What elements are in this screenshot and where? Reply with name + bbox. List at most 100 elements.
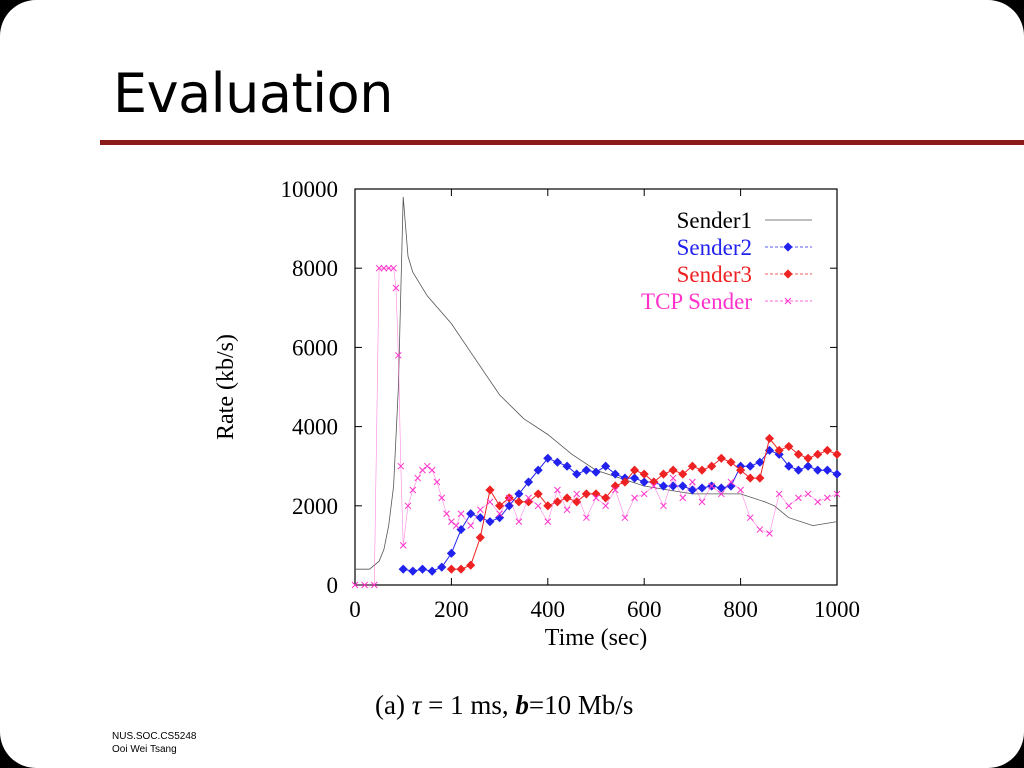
sender3-point <box>629 465 640 475</box>
tcp-sender-point <box>351 581 359 589</box>
tcp-sender-point <box>515 518 523 525</box>
caption-b: b <box>515 690 529 720</box>
sender2-point <box>716 483 726 493</box>
sender3-point <box>822 445 832 455</box>
tcp-sender-point <box>583 514 590 522</box>
sender3-point <box>552 497 563 507</box>
sender3-point <box>726 457 736 467</box>
x-axis-label: Time (sec) <box>545 625 647 651</box>
y-tick-label: 6000 <box>292 335 338 360</box>
tcp-sender-point <box>525 494 532 502</box>
tcp-sender-point <box>611 486 619 494</box>
sender2-point <box>437 562 447 572</box>
sender3-point <box>793 449 804 459</box>
tcp-sender-point <box>775 490 783 498</box>
sender2-point <box>813 465 823 475</box>
sender2-point <box>398 564 408 574</box>
tcp-sender-point <box>423 462 431 470</box>
tcp-sender-point <box>380 264 388 272</box>
tcp-sender-point <box>554 486 561 494</box>
x-tick-label: 0 <box>349 597 361 622</box>
tcp-sender-point <box>404 502 412 510</box>
sender2-point <box>658 481 669 491</box>
tcp-sender-point <box>660 502 667 510</box>
sender3-point <box>784 441 794 451</box>
sender3-point <box>803 453 813 463</box>
tcp-sender-point <box>395 351 402 359</box>
sender2-point <box>552 457 563 467</box>
sender2-point <box>803 461 813 471</box>
tcp-sender-point <box>397 462 405 470</box>
tcp-sender-point <box>795 494 802 502</box>
y-tick-label: 2000 <box>292 494 338 519</box>
tcp-sender-point <box>746 514 754 522</box>
sender2-point <box>697 483 707 493</box>
tcp-sender-point <box>563 506 571 514</box>
sender2-point <box>793 465 804 475</box>
tcp-sender-point <box>438 494 446 502</box>
legend-label-sender1: Sender1 <box>677 208 752 233</box>
legend-marker-sender2 <box>783 242 793 252</box>
sender1-line <box>355 196 838 570</box>
tcp-sender-point <box>689 478 696 486</box>
tcp-sender-point <box>452 522 460 529</box>
sender3-point <box>601 493 611 503</box>
legend-label-sender2: Sender2 <box>677 235 752 260</box>
x-tick-label: 1000 <box>814 597 860 622</box>
tcp-sender-point <box>534 502 542 510</box>
sender3-point <box>832 449 842 459</box>
sender3-point <box>668 465 678 475</box>
sender3-point <box>620 477 630 487</box>
sender2-point <box>610 469 620 479</box>
sender3-point <box>475 532 485 543</box>
sender3-point <box>562 493 572 503</box>
tcp-sender-point <box>486 498 494 506</box>
tcp-sender-point <box>717 490 725 498</box>
tcp-sender-point <box>419 466 426 474</box>
y-axis-label: Rate (kb/s) <box>213 334 239 440</box>
sender2-point <box>533 465 543 475</box>
sender2-point <box>832 469 842 479</box>
tcp-sender-point <box>428 466 436 474</box>
slide-title: Evaluation <box>113 62 393 125</box>
sender2-point <box>446 548 456 558</box>
legend-label-tcp-sender: TCP Sender <box>641 289 752 314</box>
sender2-point <box>572 469 582 479</box>
sender3-point <box>591 489 601 499</box>
legend-label-sender3: Sender3 <box>677 262 752 287</box>
sender2-point <box>822 465 832 475</box>
sender2-point <box>543 453 553 463</box>
tcp-sender-point <box>650 482 658 490</box>
tcp-sender-point <box>505 494 513 502</box>
tcp-sender-point <box>631 494 638 502</box>
sender3-point <box>543 501 553 511</box>
sender2-line <box>403 449 838 572</box>
sender3-point <box>533 489 543 499</box>
tcp-sender-point <box>476 506 484 514</box>
caption-tau: τ <box>411 690 422 720</box>
y-tick-label: 10000 <box>281 177 339 202</box>
sender3-point <box>755 473 765 483</box>
sender3-point <box>697 465 707 475</box>
sender2-point <box>755 457 765 467</box>
sender2-point <box>562 461 572 471</box>
tcp-sender-point <box>443 510 450 518</box>
plot-frame <box>354 188 838 586</box>
sender3-point <box>774 445 784 455</box>
sender2-point <box>466 509 476 519</box>
tcp-sender-point <box>457 510 465 518</box>
sender2-point <box>591 467 601 477</box>
sender2-point <box>475 513 485 523</box>
sender3-point <box>764 433 775 444</box>
y-tick-label: 4000 <box>292 415 338 440</box>
tcp-sender-point <box>727 478 735 486</box>
tcp-sender-point <box>640 490 648 498</box>
footer-course: NUS.SOC.CS5248 <box>112 731 197 742</box>
tcp-sender-point <box>544 518 552 525</box>
tcp-sender-point <box>375 264 383 272</box>
tcp-sender-point <box>708 482 716 490</box>
sender2-point <box>629 473 640 483</box>
tcp-sender-point <box>361 581 368 589</box>
